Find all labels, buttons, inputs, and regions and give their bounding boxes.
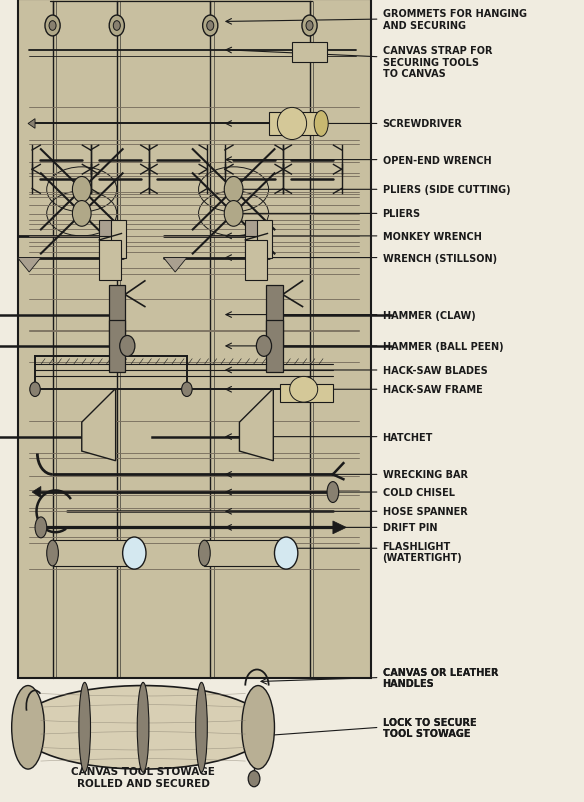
Bar — [99, 221, 112, 237]
Circle shape — [72, 201, 91, 227]
Bar — [280, 385, 333, 403]
Text: FLASHLIGHT
(WATERTIGHT): FLASHLIGHT (WATERTIGHT) — [383, 541, 463, 562]
Bar — [266, 286, 283, 346]
Text: PLIERS: PLIERS — [383, 209, 420, 219]
Circle shape — [30, 383, 40, 397]
Text: DRIFT PIN: DRIFT PIN — [383, 523, 437, 533]
Circle shape — [49, 22, 56, 31]
Ellipse shape — [290, 377, 318, 403]
Circle shape — [256, 336, 272, 357]
Circle shape — [207, 22, 214, 31]
Bar — [245, 221, 258, 237]
Ellipse shape — [79, 683, 91, 772]
Polygon shape — [82, 389, 116, 461]
Bar — [109, 286, 125, 346]
Bar — [204, 541, 280, 566]
Bar — [266, 321, 283, 372]
Bar — [111, 221, 126, 259]
Text: COLD CHISEL: COLD CHISEL — [383, 488, 454, 497]
Text: HACK-SAW FRAME: HACK-SAW FRAME — [383, 385, 482, 395]
Bar — [18, 0, 371, 678]
Text: HOSE SPANNER: HOSE SPANNER — [383, 507, 467, 516]
Bar — [292, 43, 327, 63]
Text: LOCK TO SECURE
TOOL STOWAGE: LOCK TO SECURE TOOL STOWAGE — [383, 717, 476, 738]
Circle shape — [302, 16, 317, 37]
Ellipse shape — [327, 482, 339, 503]
Ellipse shape — [47, 541, 58, 566]
Circle shape — [45, 16, 60, 37]
Circle shape — [72, 177, 91, 203]
Circle shape — [182, 383, 192, 397]
Ellipse shape — [12, 686, 44, 769]
Bar — [53, 541, 128, 566]
Circle shape — [120, 336, 135, 357]
Text: CANVAS OR LEATHER
HANDLES: CANVAS OR LEATHER HANDLES — [383, 667, 498, 688]
Ellipse shape — [242, 686, 274, 769]
Circle shape — [306, 22, 313, 31]
Text: WRENCH (STILLSON): WRENCH (STILLSON) — [383, 253, 496, 263]
Text: CANVAS TOOL STOWAGE
ROLLED AND SECURED: CANVAS TOOL STOWAGE ROLLED AND SECURED — [71, 766, 215, 788]
Bar — [245, 237, 258, 257]
Circle shape — [113, 22, 120, 31]
Text: SCREWDRIVER: SCREWDRIVER — [383, 119, 463, 129]
Text: HATCHET: HATCHET — [383, 432, 433, 442]
Polygon shape — [32, 487, 41, 498]
Ellipse shape — [314, 111, 328, 137]
Circle shape — [109, 16, 124, 37]
Ellipse shape — [12, 717, 274, 751]
Ellipse shape — [196, 683, 207, 772]
Text: CANVAS STRAP FOR
SECURING TOOLS
TO CANVAS: CANVAS STRAP FOR SECURING TOOLS TO CANVA… — [383, 46, 492, 79]
Circle shape — [203, 16, 218, 37]
Text: HAMMER (BALL PEEN): HAMMER (BALL PEEN) — [383, 342, 503, 351]
Circle shape — [248, 771, 260, 787]
Polygon shape — [164, 258, 187, 273]
Polygon shape — [333, 521, 346, 534]
Text: LOCK TO SECURE
TOOL STOWAGE: LOCK TO SECURE TOOL STOWAGE — [383, 717, 476, 738]
Ellipse shape — [35, 517, 47, 538]
Text: OPEN-END WRENCH: OPEN-END WRENCH — [383, 156, 491, 165]
Ellipse shape — [18, 686, 269, 769]
Bar — [269, 113, 321, 136]
Circle shape — [224, 201, 243, 227]
Ellipse shape — [137, 683, 149, 772]
Polygon shape — [18, 258, 41, 273]
Text: HACK-SAW BLADES: HACK-SAW BLADES — [383, 366, 487, 375]
Text: PLIERS (SIDE CUTTING): PLIERS (SIDE CUTTING) — [383, 185, 510, 195]
Bar — [109, 321, 125, 372]
Ellipse shape — [199, 541, 210, 566]
Text: GROMMETS FOR HANGING
AND SECURING: GROMMETS FOR HANGING AND SECURING — [383, 10, 527, 30]
Text: WRECKING BAR: WRECKING BAR — [383, 470, 468, 480]
Circle shape — [123, 537, 146, 569]
Polygon shape — [28, 119, 35, 129]
Circle shape — [274, 537, 298, 569]
Bar — [245, 241, 267, 281]
Text: CANVAS OR LEATHER
HANDLES: CANVAS OR LEATHER HANDLES — [383, 667, 498, 688]
Text: HAMMER (CLAW): HAMMER (CLAW) — [383, 310, 475, 320]
Circle shape — [224, 177, 243, 203]
Ellipse shape — [277, 108, 307, 140]
Bar — [257, 221, 272, 259]
Bar — [99, 237, 112, 257]
Text: MONKEY WRENCH: MONKEY WRENCH — [383, 232, 481, 241]
Bar — [99, 241, 121, 281]
Polygon shape — [239, 389, 273, 461]
